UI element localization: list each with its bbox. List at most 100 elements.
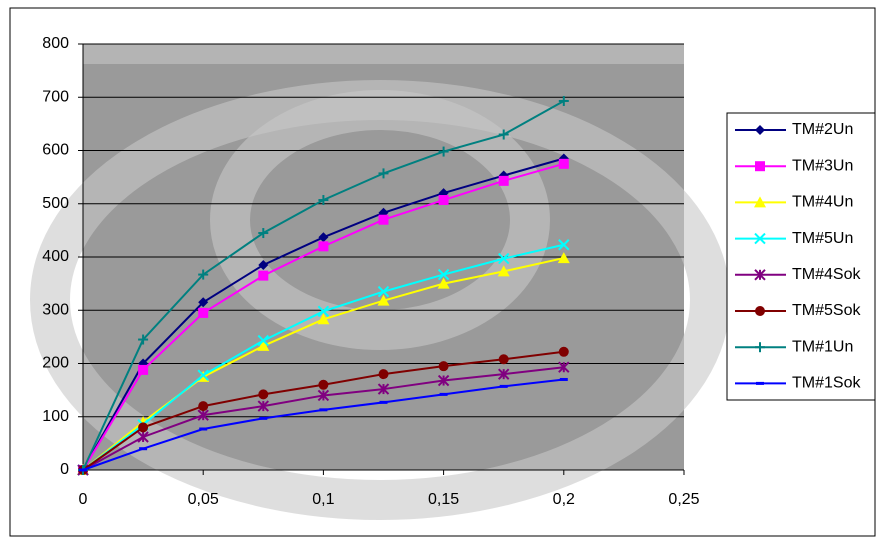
watermark <box>210 90 550 350</box>
marker <box>498 354 509 365</box>
marker <box>558 361 570 373</box>
marker <box>754 232 766 245</box>
marker <box>318 379 329 390</box>
marker <box>437 374 450 387</box>
marker <box>755 342 765 353</box>
plot-band <box>83 44 684 64</box>
marker <box>258 228 269 239</box>
x-tick-label: 0,05 <box>188 491 219 508</box>
marker <box>257 334 270 347</box>
marker-stroke <box>437 268 450 281</box>
y-tick-label: 300 <box>42 301 69 318</box>
marker <box>497 265 510 277</box>
y-tick-label: 800 <box>42 35 69 52</box>
legend-label: TM#5Un <box>792 230 853 247</box>
marker <box>138 364 149 375</box>
marker <box>138 422 149 433</box>
marker <box>198 269 209 280</box>
y-tick-label: 200 <box>42 355 69 372</box>
marker <box>755 125 765 135</box>
marker <box>756 381 764 385</box>
legend-label: TM#4Sok <box>792 266 861 283</box>
y-tick-label: 500 <box>42 195 69 212</box>
marker <box>558 158 569 169</box>
marker <box>259 416 268 420</box>
marker <box>319 408 328 412</box>
marker <box>378 369 389 380</box>
x-tick-label: 0,15 <box>428 491 459 508</box>
legend-label: TM#1Un <box>792 338 853 355</box>
legend-label: TM#2Un <box>792 121 853 138</box>
marker <box>198 401 209 412</box>
marker <box>139 447 148 451</box>
marker <box>317 389 330 402</box>
marker <box>79 468 87 472</box>
marker <box>258 259 269 270</box>
marker <box>378 214 389 225</box>
marker <box>258 270 269 281</box>
marker <box>379 400 388 404</box>
marker-stroke <box>257 334 270 347</box>
marker <box>257 339 270 351</box>
marker <box>199 427 208 431</box>
marker-stroke <box>754 232 766 245</box>
marker <box>755 306 765 316</box>
marker <box>558 239 570 251</box>
marker <box>438 146 449 157</box>
marker <box>497 368 510 380</box>
marker <box>438 361 449 372</box>
marker <box>557 252 570 264</box>
x-tick-label: 0,2 <box>553 491 575 508</box>
marker <box>559 377 568 381</box>
marker <box>755 161 765 172</box>
legend-label: TM#5Sok <box>792 302 861 319</box>
y-tick-label: 700 <box>42 88 69 105</box>
legend-label: TM#3Un <box>792 157 853 174</box>
marker <box>318 195 329 206</box>
marker <box>558 346 569 357</box>
marker-stroke <box>197 369 209 381</box>
marker <box>137 431 149 443</box>
marker <box>439 392 448 396</box>
x-tick-label: 0 <box>79 491 88 508</box>
marker <box>438 195 449 206</box>
marker <box>377 294 390 306</box>
y-tick-label: 600 <box>42 142 69 159</box>
marker <box>317 313 330 325</box>
marker <box>197 409 209 421</box>
y-tick-label: 0 <box>60 461 69 478</box>
marker-stroke <box>317 305 330 318</box>
marker <box>318 241 329 252</box>
legend-label: TM#4Un <box>792 194 853 211</box>
y-tick-label: 100 <box>42 408 69 425</box>
marker <box>498 175 509 186</box>
marker <box>258 389 269 400</box>
legend-label: TM#1Sok <box>792 375 861 392</box>
marker-stroke <box>558 239 570 251</box>
marker-stroke <box>377 285 390 298</box>
x-tick-label: 0,25 <box>668 491 699 508</box>
marker <box>318 232 329 243</box>
legend-box <box>726 112 876 401</box>
marker <box>498 129 509 140</box>
marker <box>377 383 390 395</box>
marker <box>499 384 508 388</box>
marker-stroke <box>497 252 510 265</box>
marker <box>754 196 766 208</box>
marker <box>437 268 450 281</box>
marker <box>197 369 209 381</box>
x-tick-label: 0,1 <box>312 491 334 508</box>
marker <box>378 168 389 179</box>
marker <box>437 277 450 289</box>
marker <box>198 307 209 318</box>
marker <box>377 285 390 298</box>
marker <box>754 269 766 281</box>
marker <box>558 95 569 106</box>
marker <box>198 297 209 308</box>
marker <box>497 252 510 265</box>
marker <box>257 400 270 412</box>
marker <box>317 305 330 318</box>
marker <box>138 334 149 345</box>
y-tick-label: 400 <box>42 248 69 265</box>
